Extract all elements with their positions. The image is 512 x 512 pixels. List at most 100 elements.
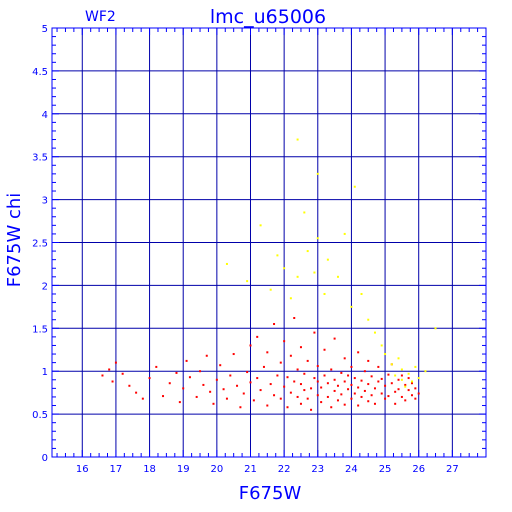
data-point bbox=[323, 348, 326, 351]
data-point bbox=[380, 392, 383, 395]
data-point bbox=[400, 395, 403, 398]
data-point bbox=[407, 389, 410, 392]
data-point bbox=[384, 397, 387, 400]
y-tick-label: 3.5 bbox=[32, 153, 48, 164]
data-point bbox=[410, 382, 413, 385]
data-point bbox=[306, 250, 309, 253]
data-point bbox=[316, 380, 319, 383]
data-point bbox=[357, 351, 360, 354]
data-point bbox=[390, 363, 393, 366]
data-point bbox=[303, 389, 306, 392]
data-point bbox=[373, 402, 376, 405]
data-point bbox=[168, 382, 171, 385]
data-point bbox=[313, 271, 316, 274]
data-point bbox=[279, 361, 282, 364]
data-point bbox=[336, 384, 339, 387]
data-point bbox=[350, 305, 353, 308]
data-point bbox=[229, 374, 232, 377]
data-point bbox=[417, 377, 420, 380]
data-point bbox=[249, 344, 252, 347]
data-point bbox=[404, 383, 407, 386]
data-point bbox=[155, 365, 158, 368]
data-point bbox=[343, 403, 346, 406]
data-point bbox=[303, 211, 306, 214]
data-point bbox=[377, 365, 380, 368]
data-point bbox=[380, 344, 383, 347]
data-point bbox=[320, 386, 323, 389]
data-point bbox=[326, 395, 329, 398]
data-point bbox=[333, 389, 336, 392]
data-point bbox=[320, 401, 323, 404]
data-point bbox=[343, 357, 346, 360]
data-point bbox=[373, 331, 376, 334]
data-point bbox=[185, 359, 188, 362]
data-point bbox=[326, 382, 329, 385]
data-point bbox=[414, 365, 417, 368]
data-point bbox=[289, 391, 292, 394]
data-point bbox=[390, 382, 393, 385]
y-tick-label: 0.5 bbox=[32, 410, 48, 421]
data-point bbox=[404, 385, 407, 388]
data-point bbox=[246, 280, 249, 283]
data-point bbox=[353, 392, 356, 395]
data-point bbox=[262, 365, 265, 368]
data-point bbox=[360, 292, 363, 295]
data-point bbox=[414, 387, 417, 390]
y-tick-label: 5 bbox=[42, 24, 48, 35]
data-point bbox=[279, 397, 282, 400]
x-tick-label: 27 bbox=[446, 464, 459, 475]
data-point bbox=[299, 402, 302, 405]
data-point bbox=[219, 364, 222, 367]
data-point bbox=[313, 377, 316, 380]
data-point bbox=[273, 323, 276, 326]
data-point bbox=[397, 357, 400, 360]
data-point bbox=[367, 383, 370, 386]
data-point bbox=[266, 404, 269, 407]
data-point bbox=[353, 185, 356, 188]
data-point bbox=[417, 392, 420, 395]
data-point bbox=[108, 368, 111, 371]
data-point bbox=[367, 400, 370, 403]
data-point bbox=[182, 387, 185, 390]
x-tick-label: 17 bbox=[110, 464, 123, 475]
y-tick-label: 1 bbox=[42, 367, 48, 378]
data-point bbox=[400, 374, 403, 377]
data-point bbox=[299, 346, 302, 349]
data-point bbox=[293, 317, 296, 320]
data-point bbox=[400, 378, 403, 381]
x-tick-labels: 16 17 18 19 20 21 22 23 24 25 26 27 bbox=[76, 464, 459, 475]
data-point bbox=[225, 262, 228, 265]
data-point bbox=[384, 384, 387, 387]
data-point bbox=[148, 377, 151, 380]
data-point bbox=[394, 402, 397, 405]
data-point bbox=[353, 377, 356, 380]
data-point bbox=[296, 395, 299, 398]
data-point bbox=[225, 397, 228, 400]
y-tick-label: 2.5 bbox=[32, 239, 48, 250]
data-point bbox=[289, 354, 292, 357]
chart-title: lmc_u65006 bbox=[210, 6, 326, 28]
data-point bbox=[347, 388, 350, 391]
data-point bbox=[367, 359, 370, 362]
data-point bbox=[276, 374, 279, 377]
data-point bbox=[316, 172, 319, 175]
data-point bbox=[424, 370, 427, 373]
data-point bbox=[397, 388, 400, 391]
data-point bbox=[242, 392, 245, 395]
data-point bbox=[101, 374, 104, 377]
data-point bbox=[259, 224, 262, 227]
data-point bbox=[350, 397, 353, 400]
yellow-series bbox=[225, 138, 437, 388]
data-point bbox=[236, 384, 239, 387]
data-point bbox=[404, 399, 407, 402]
data-point bbox=[333, 337, 336, 340]
y-tick-label: 1.5 bbox=[32, 324, 48, 335]
data-point bbox=[276, 254, 279, 257]
data-point bbox=[350, 365, 353, 368]
data-point bbox=[178, 401, 181, 404]
x-tick-label: 24 bbox=[345, 464, 358, 475]
data-point bbox=[162, 395, 165, 398]
y-tick-labels: 0 0.5 1 1.5 2 2.5 3 3.5 4 4.5 5 bbox=[32, 24, 48, 464]
data-point bbox=[414, 397, 417, 400]
